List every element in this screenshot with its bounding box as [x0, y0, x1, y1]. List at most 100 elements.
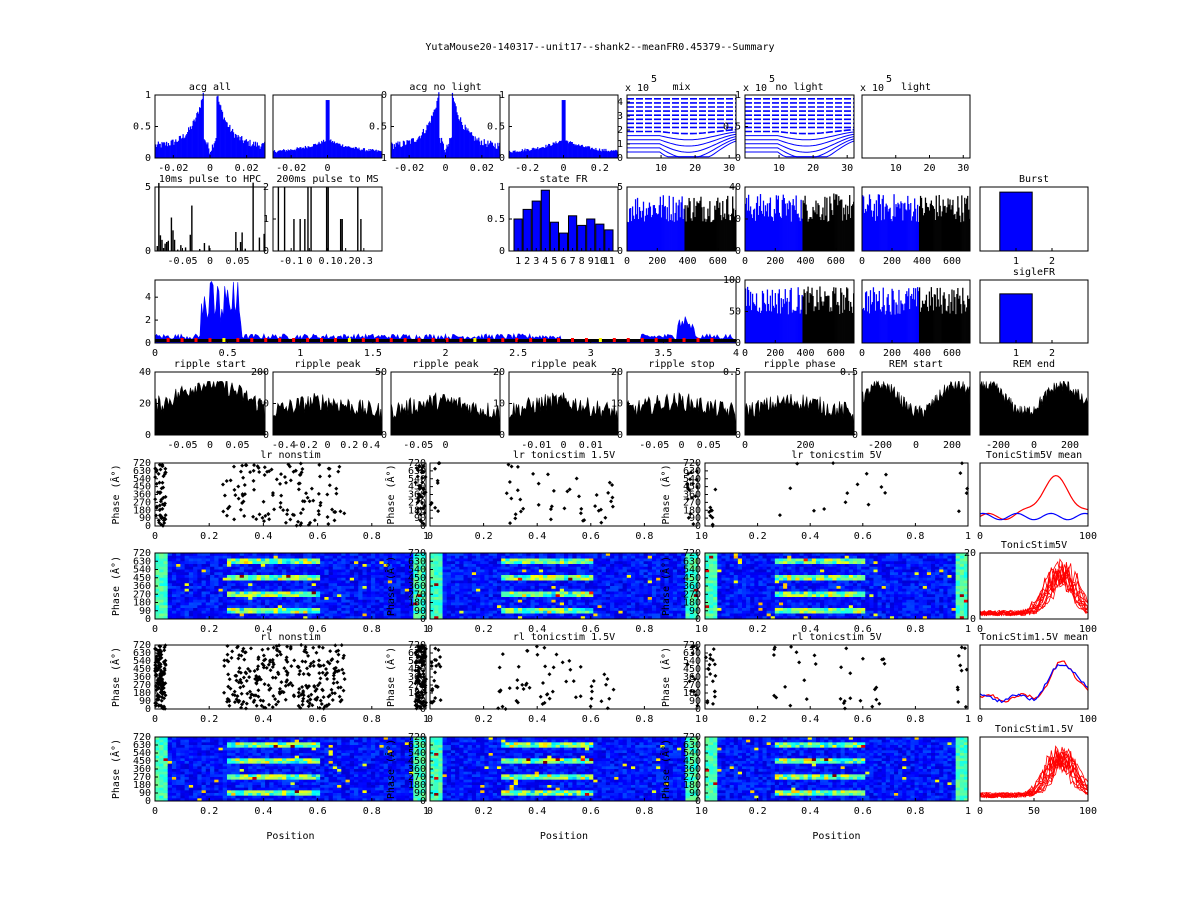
heat-cell — [231, 553, 236, 557]
heat-cell — [555, 591, 561, 595]
bar — [778, 289, 780, 343]
heat-cell — [430, 561, 435, 565]
bar — [782, 194, 784, 251]
bar — [876, 301, 879, 343]
heat-cell — [471, 555, 477, 559]
axes-frame — [979, 186, 1089, 252]
heat-cell — [568, 616, 573, 620]
heat-cell — [417, 610, 423, 614]
heat-cell — [239, 572, 245, 576]
bar — [901, 203, 903, 251]
heat-cell — [155, 616, 160, 620]
heat-cell — [538, 588, 544, 592]
bar — [760, 210, 763, 251]
x-tick-label: 2.5 — [509, 348, 527, 359]
heat-cell — [580, 553, 586, 557]
bar — [905, 209, 907, 251]
y-tick-label: 1 — [381, 153, 387, 164]
heat-cell — [601, 564, 607, 568]
y-tick-label: 40 — [729, 182, 741, 193]
heat-cell — [226, 555, 232, 559]
heat-cell — [672, 572, 678, 576]
heat-cell — [256, 610, 262, 614]
heat-cell — [467, 566, 473, 570]
state-mark — [431, 338, 435, 342]
heat-cell — [651, 555, 657, 559]
bar — [845, 204, 847, 251]
heat-cell — [337, 553, 342, 557]
bar — [577, 145, 579, 158]
heat-cell — [294, 580, 300, 584]
heat-cell — [218, 599, 224, 603]
y-tick-label: 180 — [133, 505, 151, 516]
heat-cell — [543, 605, 548, 609]
heat-cell — [492, 569, 498, 573]
bar — [369, 150, 371, 158]
x-tick-label: 0.8 — [635, 531, 653, 542]
y-axis-label: Phase (Â°) — [659, 464, 672, 524]
heat-cell — [370, 605, 376, 609]
heat-cell — [201, 594, 207, 598]
heat-cell — [589, 613, 594, 617]
heat-cell — [463, 613, 469, 617]
series-line — [627, 133, 737, 147]
heat-cell — [171, 608, 177, 612]
heat-cell — [315, 583, 321, 587]
heat-cell — [434, 599, 439, 603]
heat-cell — [530, 569, 536, 573]
heat-cell — [467, 591, 473, 595]
heat-cell — [155, 561, 160, 565]
heat-cell — [584, 569, 590, 573]
bar — [927, 311, 930, 343]
bar — [440, 137, 443, 158]
bar — [258, 145, 260, 158]
heat-cell — [387, 583, 393, 587]
heat-cell — [593, 613, 598, 617]
heat-cell — [664, 566, 670, 570]
bar — [965, 311, 967, 343]
bar — [664, 205, 666, 251]
spike — [708, 505, 713, 510]
bar — [652, 205, 655, 251]
heat-cell — [265, 572, 270, 576]
bar — [566, 140, 568, 158]
series-line — [627, 140, 737, 158]
bar — [722, 201, 724, 251]
heat-cell — [626, 561, 632, 565]
bar — [372, 149, 374, 158]
spike — [238, 469, 243, 474]
bar — [827, 295, 829, 343]
spike — [334, 486, 339, 491]
heat-cell — [248, 583, 253, 587]
heat-cell — [668, 575, 674, 579]
heat-cell — [459, 586, 464, 590]
heat-cell — [647, 583, 653, 587]
heat-cell — [509, 608, 515, 612]
bar — [958, 298, 960, 343]
heat-cell — [672, 608, 678, 612]
heat-cell — [438, 580, 443, 584]
heat-cell — [672, 586, 678, 590]
bar — [585, 146, 587, 158]
heat-cell — [222, 583, 228, 587]
bar — [464, 124, 466, 158]
heat-cell — [643, 583, 649, 587]
heat-cell — [379, 583, 385, 587]
heat-cell — [332, 553, 338, 557]
bar — [966, 307, 968, 343]
bar — [614, 150, 616, 158]
bar — [352, 147, 354, 158]
heat-cell — [526, 580, 531, 584]
heat-cell — [345, 616, 351, 620]
heat-cell — [610, 594, 615, 598]
heat-cell — [273, 569, 279, 573]
heat-cell — [307, 616, 313, 620]
heat-cell — [392, 555, 397, 559]
bar — [205, 142, 207, 158]
bar — [647, 207, 650, 251]
heat-cell — [605, 580, 611, 584]
x-tick-label: 0.4 — [362, 440, 380, 451]
bar — [290, 149, 292, 158]
heat-cell — [171, 569, 177, 573]
y-tick-label: 0 — [381, 90, 387, 101]
